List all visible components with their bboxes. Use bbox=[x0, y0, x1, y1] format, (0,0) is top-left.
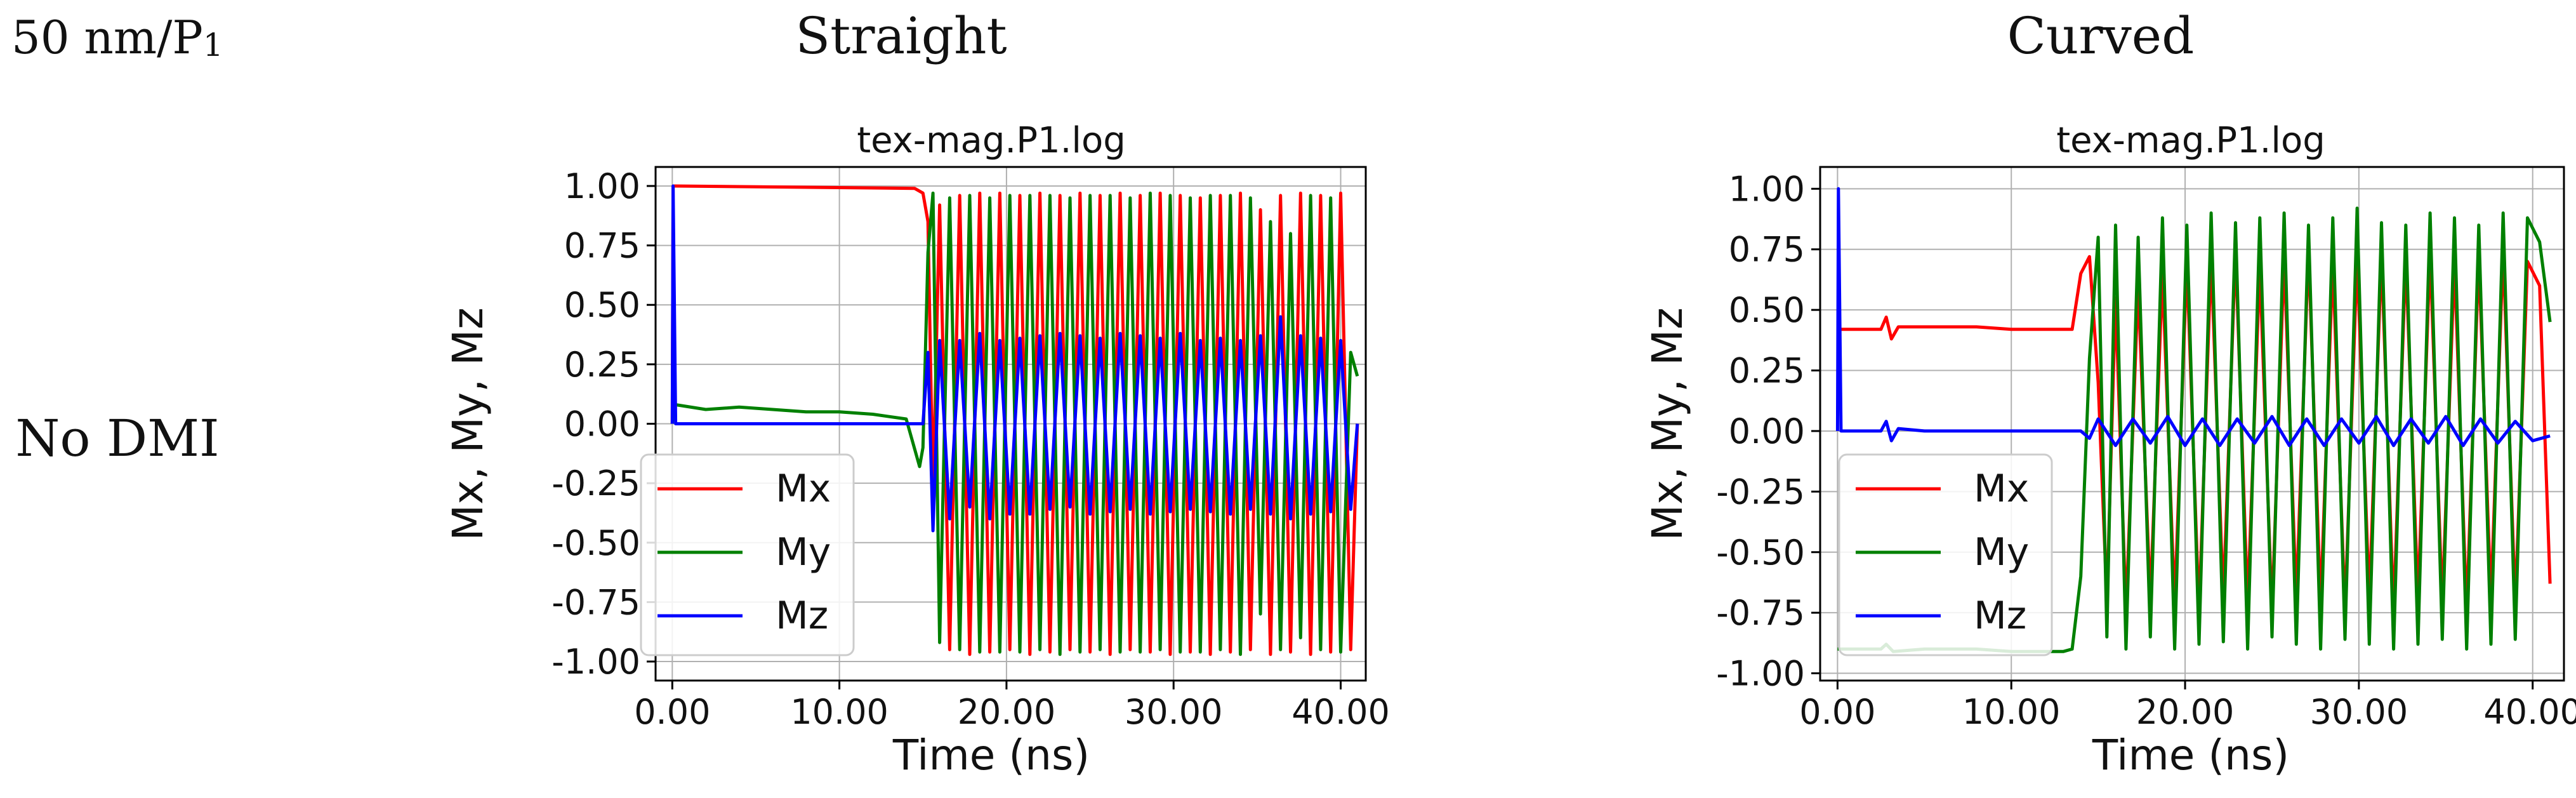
legend: Mx My Mz bbox=[1838, 453, 2053, 656]
legend-label-my: My bbox=[1974, 530, 2029, 575]
y-tick-label: -0.25 bbox=[552, 463, 640, 503]
x-tick-labels: 0.00 10.00 20.00 30.00 40.00 bbox=[1799, 692, 2576, 732]
chart-title: tex-mag.P1.log bbox=[857, 120, 1126, 161]
y-tick-label: 0.25 bbox=[1729, 351, 1805, 391]
x-tick-label: 0.00 bbox=[634, 692, 710, 732]
y-tick-label: 0.25 bbox=[564, 345, 640, 385]
axes-frame bbox=[654, 166, 1367, 682]
y-axis-label: Mx, My, Mz bbox=[1643, 307, 1692, 541]
x-tick-labels: 0.00 10.00 20.00 30.00 40.00 bbox=[634, 692, 1390, 732]
y-axis-label: Mx, My, Mz bbox=[444, 307, 492, 541]
corner-label-text: 50 nm/P bbox=[11, 11, 203, 64]
legend-label-my: My bbox=[776, 530, 831, 575]
x-tick-label: 40.00 bbox=[1291, 692, 1390, 732]
corner-label: 50 nm/P1 bbox=[11, 11, 223, 64]
y-tick-label: 0.75 bbox=[564, 226, 640, 266]
column-title-straight: Straight bbox=[795, 6, 1007, 65]
series-line-mz bbox=[670, 184, 1359, 533]
x-tick-label: 10.00 bbox=[1962, 692, 2061, 732]
y-tick-label: 1.00 bbox=[1729, 169, 1805, 209]
column-title-curved: Curved bbox=[2007, 6, 2195, 65]
y-tick-label: -0.50 bbox=[552, 523, 640, 563]
x-tick-label: 30.00 bbox=[2310, 692, 2408, 732]
y-tick-label: -0.50 bbox=[1716, 533, 1805, 573]
y-tick-label: 0.00 bbox=[1729, 411, 1805, 451]
x-tick-label: 20.00 bbox=[958, 692, 1056, 732]
y-tick-label: 0.50 bbox=[1729, 290, 1805, 330]
y-tick-label: -1.00 bbox=[552, 642, 640, 682]
y-tick-labels: 1.00 0.75 0.50 0.25 0.00 -0.25 -0.50 -0.… bbox=[552, 166, 640, 682]
legend-box bbox=[640, 453, 855, 656]
y-tick-label: -0.75 bbox=[1716, 593, 1805, 633]
y-tick-labels: 1.00 0.75 0.50 0.25 0.00 -0.25 -0.50 -0.… bbox=[1716, 169, 1805, 693]
x-axis-label: Time (ns) bbox=[892, 731, 1090, 780]
x-tick-label: 10.00 bbox=[790, 692, 888, 732]
axes-frame bbox=[1819, 166, 2565, 682]
series-line-my bbox=[1837, 206, 2552, 653]
x-axis-label: Time (ns) bbox=[2092, 731, 2289, 780]
row-title: No DMI bbox=[15, 409, 219, 468]
x-tick-label: 40.00 bbox=[2483, 692, 2576, 732]
x-tick-label: 0.00 bbox=[1799, 692, 1875, 732]
x-tick-label: 20.00 bbox=[2136, 692, 2235, 732]
y-tick-label: 0.75 bbox=[1729, 230, 1805, 270]
series-line-my bbox=[670, 191, 1359, 656]
chart-straight: tex-mag.P1.log Mx, My, Mz Time (ns) 1.00… bbox=[444, 120, 1390, 780]
legend-label-mz: Mz bbox=[1974, 594, 2026, 638]
y-tick-label: -0.75 bbox=[552, 582, 640, 622]
legend-label-mz: Mz bbox=[776, 594, 828, 638]
y-tick-label: 1.00 bbox=[564, 166, 640, 206]
corner-label-subscript: 1 bbox=[203, 27, 223, 63]
legend-label-mx: Mx bbox=[776, 467, 831, 511]
legend-box bbox=[1838, 453, 2053, 656]
chart-title: tex-mag.P1.log bbox=[2056, 120, 2325, 161]
x-tick-label: 30.00 bbox=[1125, 692, 1223, 732]
y-tick-label: -0.25 bbox=[1716, 472, 1805, 512]
y-tick-label: -1.00 bbox=[1716, 654, 1805, 694]
chart-curved: tex-mag.P1.log Mx, My, Mz Time (ns) 1.00… bbox=[1643, 120, 2576, 780]
series-line-mz bbox=[1835, 187, 2551, 448]
y-tick-label: 0.50 bbox=[564, 285, 640, 325]
y-tick-label: 0.00 bbox=[564, 404, 640, 444]
legend: Mx My Mz bbox=[640, 453, 855, 656]
legend-label-mx: Mx bbox=[1974, 467, 2029, 511]
